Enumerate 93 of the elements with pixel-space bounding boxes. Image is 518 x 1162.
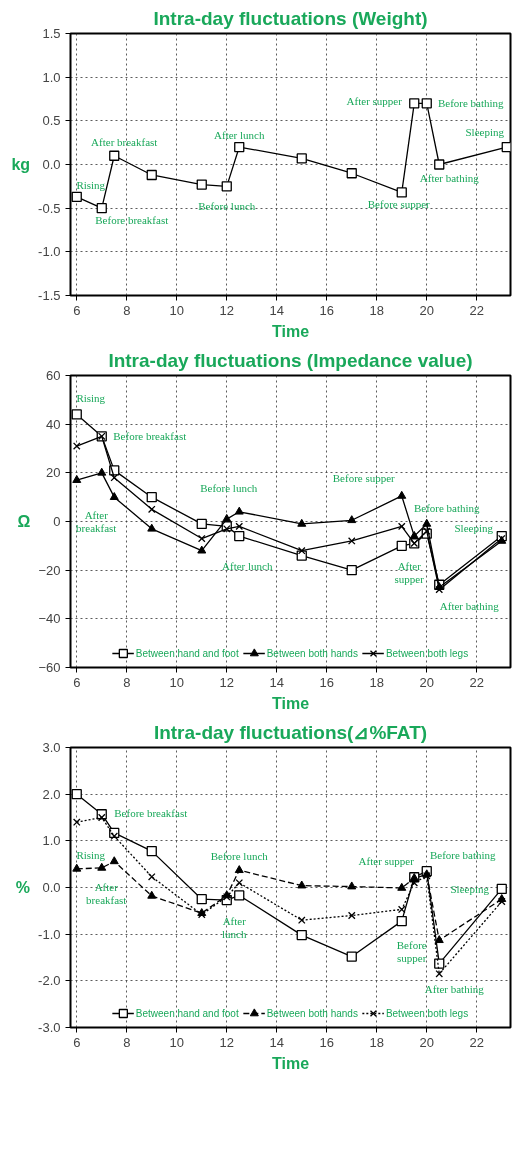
annotation: After breakfast <box>76 508 117 534</box>
y-tick-label: 0.0 <box>42 157 61 172</box>
annotation: After breakfast <box>91 135 158 148</box>
y-tick-label: -3.0 <box>38 1020 61 1035</box>
y-axis-title: Ω <box>17 513 31 530</box>
x-tick-label: 22 <box>469 1034 484 1050</box>
annotation: After supper <box>346 95 403 108</box>
annotation: After lunch <box>214 129 265 142</box>
y-tick-label: -2.0 <box>38 973 61 989</box>
x-tick-label: 22 <box>469 674 484 690</box>
x-tick-label: 12 <box>219 674 234 690</box>
y-tick-label: -0.5 <box>38 200 61 216</box>
annotation: Before bathing <box>429 849 497 862</box>
x-tick-label: 10 <box>169 674 184 690</box>
annotation: After breakfast <box>86 880 127 906</box>
x-tick-label: 12 <box>219 302 234 318</box>
x-tick-label: 8 <box>123 674 131 690</box>
x-tick-label: 20 <box>419 674 434 690</box>
annotation: Before breakfast <box>95 214 169 227</box>
y-tick-label: -1.0 <box>38 926 61 942</box>
x-tick-label: 14 <box>269 302 284 318</box>
y-tick-label: −40 <box>38 611 61 627</box>
annotation: Before supper <box>367 198 431 211</box>
chart-title: Intra-day fluctuations (Impedance value) <box>108 349 473 371</box>
annotation: After lunch <box>222 914 247 940</box>
y-axis-title: kg <box>11 156 31 173</box>
y-tick-label: 0.0 <box>42 880 61 895</box>
legend-label: Between both legs <box>385 1007 469 1019</box>
y-tick-label: -1.5 <box>38 288 61 303</box>
annotation: After supper <box>358 855 415 868</box>
x-tick-label: 14 <box>269 674 284 690</box>
x-tick-label: 16 <box>319 302 334 318</box>
x-tick-label: 6 <box>73 1034 81 1050</box>
y-tick-label: 1.0 <box>42 833 61 849</box>
x-tick-label: 18 <box>369 1034 384 1050</box>
y-tick-label: 2.0 <box>42 786 61 802</box>
x-tick-label: 16 <box>319 674 334 690</box>
y-tick-label: 1.5 <box>42 26 61 41</box>
annotation: Before bathing <box>413 501 481 514</box>
legend-label: Between hand and foot <box>135 1007 239 1019</box>
x-tick-label: 6 <box>73 302 81 318</box>
x-tick-label: 8 <box>123 1034 131 1050</box>
annotation: Before lunch <box>200 482 258 495</box>
annotation: After supper <box>394 559 425 585</box>
annotation: Sleeping <box>450 882 490 895</box>
y-tick-label: 40 <box>46 416 61 432</box>
y-tick-label: 20 <box>46 465 61 481</box>
x-tick-label: 6 <box>73 674 81 690</box>
y-tick-label: -1.0 <box>38 244 61 260</box>
y-tick-label: 3.0 <box>42 740 61 755</box>
annotation: After lunch <box>222 560 273 573</box>
y-tick-label: 0 <box>53 514 61 529</box>
x-tick-label: 10 <box>169 302 184 318</box>
annotation: Rising <box>76 392 106 405</box>
x-tick-label: 10 <box>169 1034 184 1050</box>
y-tick-label: 1.0 <box>42 69 61 85</box>
annotation: After bathing <box>419 171 480 184</box>
x-tick-label: 18 <box>369 302 384 318</box>
x-tick-label: 12 <box>219 1034 234 1050</box>
annotation: Before lunch <box>210 850 269 863</box>
chart-title: Intra-day fluctuations(⊿%FAT) <box>153 721 428 743</box>
x-axis-title: Time <box>271 1054 310 1072</box>
y-axis-title: % <box>15 879 31 896</box>
x-tick-label: 14 <box>269 1034 284 1050</box>
y-tick-label: −60 <box>38 660 61 675</box>
x-axis-title: Time <box>271 322 310 340</box>
annotation: After bathing <box>439 599 500 612</box>
annotation: Sleeping <box>454 522 494 535</box>
annotation: Before lunch <box>198 200 256 213</box>
legend-label: Between both hands <box>266 1007 358 1019</box>
x-tick-label: 16 <box>319 1034 334 1050</box>
legend-label: Between hand and foot <box>135 647 239 659</box>
x-tick-label: 18 <box>369 674 384 690</box>
x-tick-label: 8 <box>123 302 131 318</box>
x-tick-label: 22 <box>469 302 484 318</box>
chart-title: Intra-day fluctuations (Weight) <box>153 7 428 29</box>
annotation: Before bathing <box>437 97 505 110</box>
y-tick-label: −20 <box>38 562 61 578</box>
x-tick-label: 20 <box>419 302 434 318</box>
x-axis-title: Time <box>271 694 310 712</box>
x-tick-label: 20 <box>419 1034 434 1050</box>
y-tick-label: 60 <box>46 368 61 383</box>
legend-label: Between both legs <box>385 647 469 659</box>
annotation: Rising <box>76 848 106 861</box>
annotation: Before breakfast <box>114 807 188 820</box>
annotation: Rising <box>76 178 106 191</box>
legend-label: Between both hands <box>266 647 358 659</box>
annotation: Sleeping <box>465 126 505 139</box>
annotation: Before breakfast <box>113 430 187 443</box>
annotation: Before supper <box>332 471 396 484</box>
y-tick-label: 0.5 <box>42 113 61 129</box>
annotation: After bathing <box>424 982 485 995</box>
annotation: Before supper <box>396 938 427 964</box>
